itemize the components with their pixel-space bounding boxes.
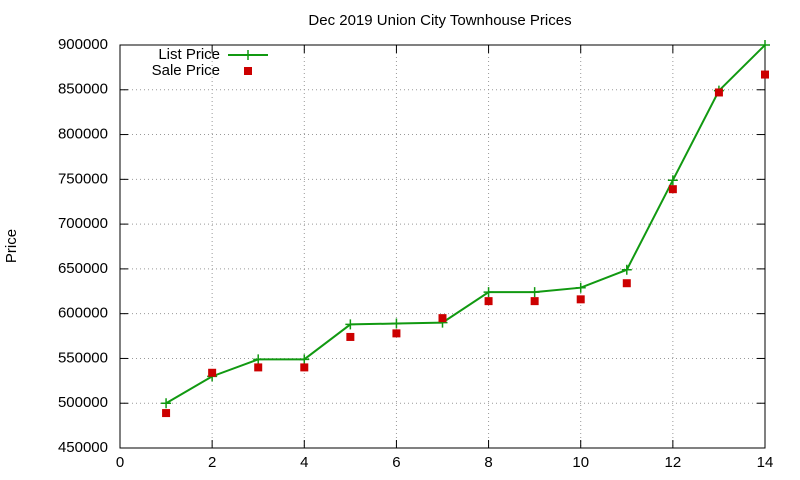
legend-marker bbox=[243, 50, 253, 60]
x-tick-label: 2 bbox=[208, 454, 216, 471]
point bbox=[253, 354, 264, 365]
legend-marker bbox=[244, 67, 252, 75]
x-tick-label: 10 bbox=[572, 454, 589, 471]
x-tick-label: 6 bbox=[392, 454, 400, 471]
y-tick-label: 450000 bbox=[58, 439, 108, 456]
y-tick-label: 700000 bbox=[58, 215, 108, 232]
point bbox=[668, 185, 677, 194]
point bbox=[529, 287, 540, 298]
y-tick-label: 550000 bbox=[58, 349, 108, 366]
x-tick-label: 12 bbox=[665, 454, 682, 471]
point bbox=[761, 70, 769, 79]
point bbox=[438, 314, 447, 323]
point bbox=[667, 175, 678, 186]
y-tick-label: 750000 bbox=[58, 170, 108, 187]
x-tick-label: 4 bbox=[300, 454, 308, 471]
point bbox=[714, 88, 723, 97]
x-tick-label: 14 bbox=[757, 454, 774, 471]
point bbox=[484, 297, 493, 306]
y-axis-label: Price bbox=[3, 229, 20, 263]
point bbox=[622, 279, 631, 288]
point bbox=[162, 409, 171, 418]
legend-label: Sale Price bbox=[152, 62, 220, 79]
point bbox=[621, 264, 632, 275]
point bbox=[208, 368, 217, 377]
point bbox=[346, 332, 355, 341]
x-tick-label: 8 bbox=[484, 454, 492, 471]
legend-label: List Price bbox=[158, 46, 220, 63]
chart-title: Dec 2019 Union City Townhouse Prices bbox=[308, 12, 571, 29]
y-tick-label: 800000 bbox=[58, 126, 108, 143]
y-tick-label: 900000 bbox=[58, 36, 108, 53]
point bbox=[392, 329, 401, 338]
y-tick-label: 850000 bbox=[58, 81, 108, 98]
point bbox=[299, 354, 310, 365]
point bbox=[161, 398, 172, 409]
point bbox=[345, 319, 356, 330]
point bbox=[530, 297, 539, 306]
point bbox=[391, 318, 402, 329]
x-tick-label: 0 bbox=[116, 454, 124, 471]
plot-frame bbox=[119, 44, 766, 449]
point bbox=[576, 295, 585, 304]
y-tick-label: 600000 bbox=[58, 305, 108, 322]
point bbox=[760, 40, 770, 50]
point bbox=[254, 363, 263, 372]
point bbox=[575, 282, 586, 293]
y-tick-label: 500000 bbox=[58, 394, 108, 411]
point bbox=[300, 363, 309, 372]
point bbox=[483, 287, 494, 298]
series-line bbox=[165, 44, 766, 405]
y-tick-label: 650000 bbox=[58, 260, 108, 277]
